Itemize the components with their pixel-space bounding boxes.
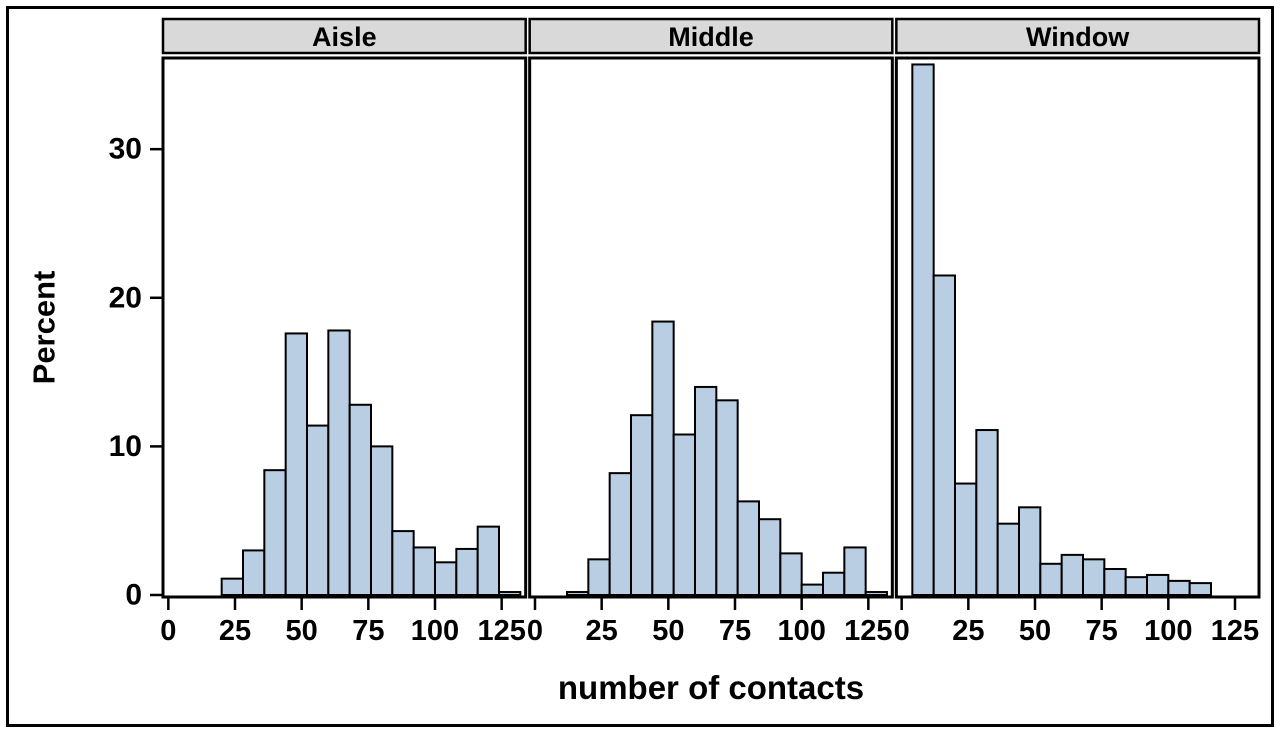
histogram-bar (1146, 573, 1170, 596)
histogram-bar (1060, 553, 1084, 596)
histogram-bar (932, 274, 957, 596)
histogram-bar (911, 63, 935, 597)
facet-header-label: Window (1026, 22, 1130, 52)
facet-header (895, 17, 1261, 55)
histogram-bar (996, 522, 1021, 597)
x-tick-label: 75 (1086, 615, 1118, 647)
histogram-bar (412, 546, 436, 597)
y-tick-label: 10 (109, 430, 142, 463)
histogram-bar (1018, 506, 1042, 597)
x-tick-label: 125 (477, 615, 525, 647)
x-tick-label: 50 (652, 615, 684, 647)
x-tick-label: 50 (286, 615, 318, 647)
histogram-bar (391, 530, 415, 597)
x-tick-label: 0 (160, 615, 176, 647)
histogram-bar (630, 414, 654, 596)
facet-header (528, 17, 894, 55)
y-tick-label: 20 (109, 281, 142, 314)
histogram-bar (1039, 562, 1063, 597)
histogram-bar (284, 332, 308, 596)
x-tick-label: 75 (352, 615, 384, 647)
x-tick-label: 50 (1019, 615, 1051, 647)
histogram-bar (779, 552, 803, 597)
histogram-bar (476, 525, 500, 597)
x-tick-label: 125 (844, 615, 892, 647)
histogram-bar (800, 583, 825, 597)
histogram-bar (715, 399, 739, 597)
facet-header (161, 17, 527, 55)
y-tick-label: 0 (125, 579, 142, 612)
histogram-bar (736, 500, 761, 596)
histogram-bar (434, 561, 458, 596)
x-tick-label: 100 (1144, 615, 1192, 647)
x-axis-title: number of contacts (558, 669, 864, 706)
histogram-bar (758, 518, 782, 596)
facet-header-label: Aisle (312, 22, 377, 52)
histogram-bar (843, 546, 867, 597)
x-tick-label: 125 (1211, 615, 1259, 647)
histogram-bar (1167, 579, 1191, 597)
x-tick-label: 25 (586, 615, 618, 647)
y-tick-label: 30 (109, 133, 142, 166)
y-axis-title: Percent (27, 271, 62, 385)
histogram-bar (864, 591, 889, 596)
x-tick-label: 75 (719, 615, 751, 647)
figure-border (6, 6, 1274, 727)
x-tick-label: 25 (219, 615, 251, 647)
histogram-bar (822, 571, 846, 596)
histogram-bar (370, 445, 394, 596)
histogram-bar (608, 472, 633, 596)
histogram-bar (263, 469, 287, 596)
histogram-bar (327, 329, 351, 596)
histogram-bar (1188, 582, 1212, 596)
histogram-bar (954, 482, 978, 596)
histogram-bar (694, 385, 718, 597)
histogram-bar (1103, 567, 1127, 596)
x-tick-label: 0 (527, 615, 543, 647)
histogram-bar (566, 591, 590, 596)
x-tick-label: 100 (411, 615, 459, 647)
histogram-bar (672, 433, 697, 596)
facet-header-label: Middle (668, 22, 754, 52)
x-tick-label: 25 (952, 615, 984, 647)
panel-border (528, 56, 894, 599)
histogram-bar (455, 547, 479, 596)
histogram-bar (587, 558, 611, 596)
histogram-bar (651, 320, 675, 596)
x-tick-label: 100 (777, 615, 825, 647)
histogram-bar (1082, 558, 1106, 596)
x-tick-label: 0 (894, 615, 910, 647)
histogram-bar (975, 429, 999, 596)
histogram-bar (242, 549, 266, 597)
histogram-bar (348, 403, 372, 596)
histogram-bar (1124, 576, 1148, 597)
histogram-bar (306, 424, 330, 597)
histogram-bar (498, 591, 522, 596)
histogram-bar (220, 577, 245, 596)
